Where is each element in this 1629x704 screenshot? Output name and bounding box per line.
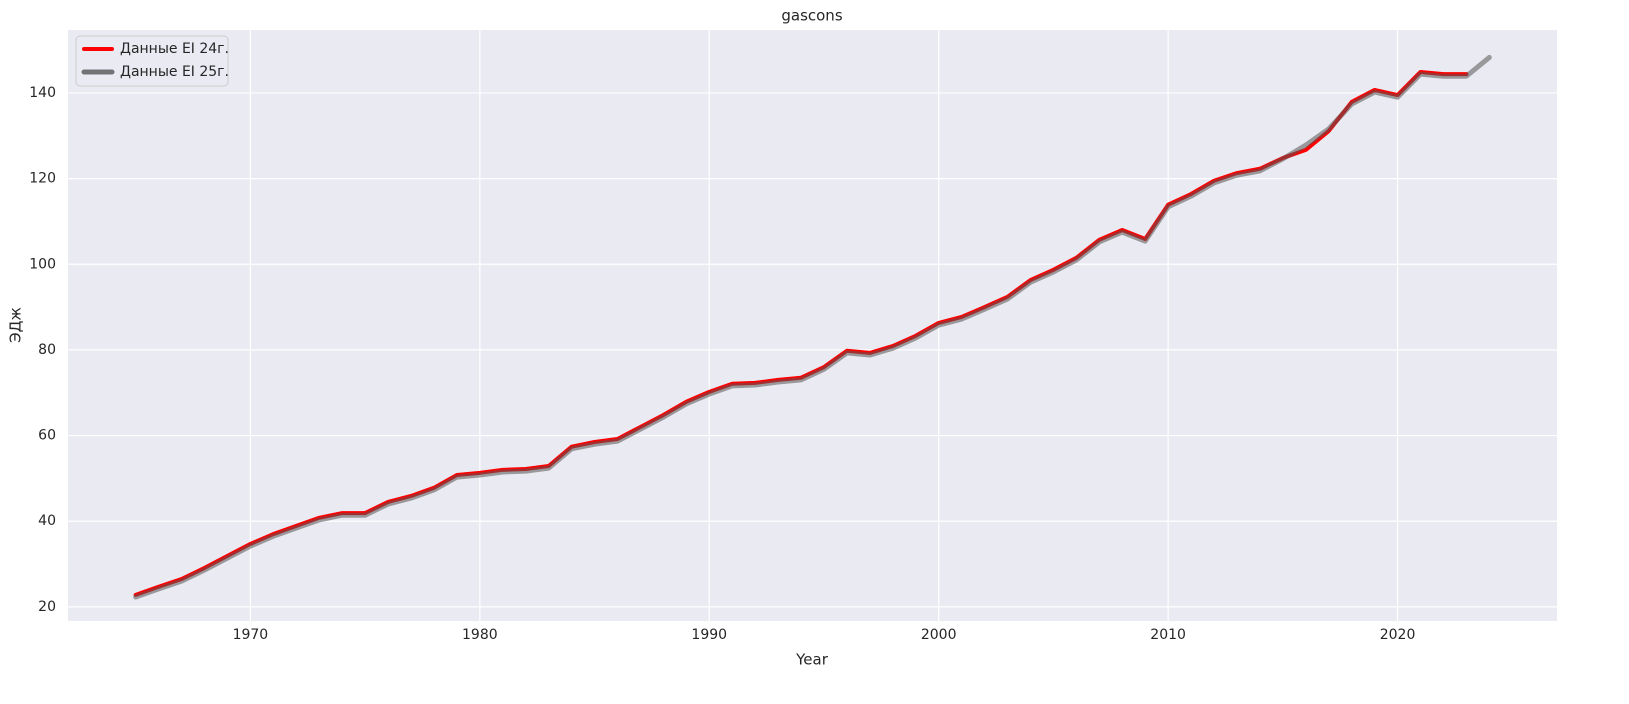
x-tick-label: 1970 xyxy=(233,627,269,643)
chart-title: gascons xyxy=(781,7,842,25)
y-tick-label: 40 xyxy=(38,513,56,529)
series-line xyxy=(133,54,1492,600)
y-tick-label: 60 xyxy=(38,428,56,444)
y-axis-label: ЭДж xyxy=(7,307,25,343)
x-axis-label: Year xyxy=(795,651,829,669)
legend-label: Данные EI 24г. xyxy=(120,41,229,57)
x-tick-label: 2010 xyxy=(1150,627,1186,643)
y-tick-label: 100 xyxy=(29,256,56,272)
y-tick-label: 140 xyxy=(29,85,56,101)
x-tick-label: 2020 xyxy=(1380,627,1416,643)
y-tick-label: 80 xyxy=(38,342,56,358)
x-tick-label: 1980 xyxy=(462,627,498,643)
legend-label: Данные EI 25г. xyxy=(120,64,229,80)
x-tick-label: 2000 xyxy=(921,627,957,643)
x-tick-label: 1990 xyxy=(691,627,727,643)
y-tick-label: 20 xyxy=(38,599,56,615)
y-tick-label: 120 xyxy=(29,171,56,187)
